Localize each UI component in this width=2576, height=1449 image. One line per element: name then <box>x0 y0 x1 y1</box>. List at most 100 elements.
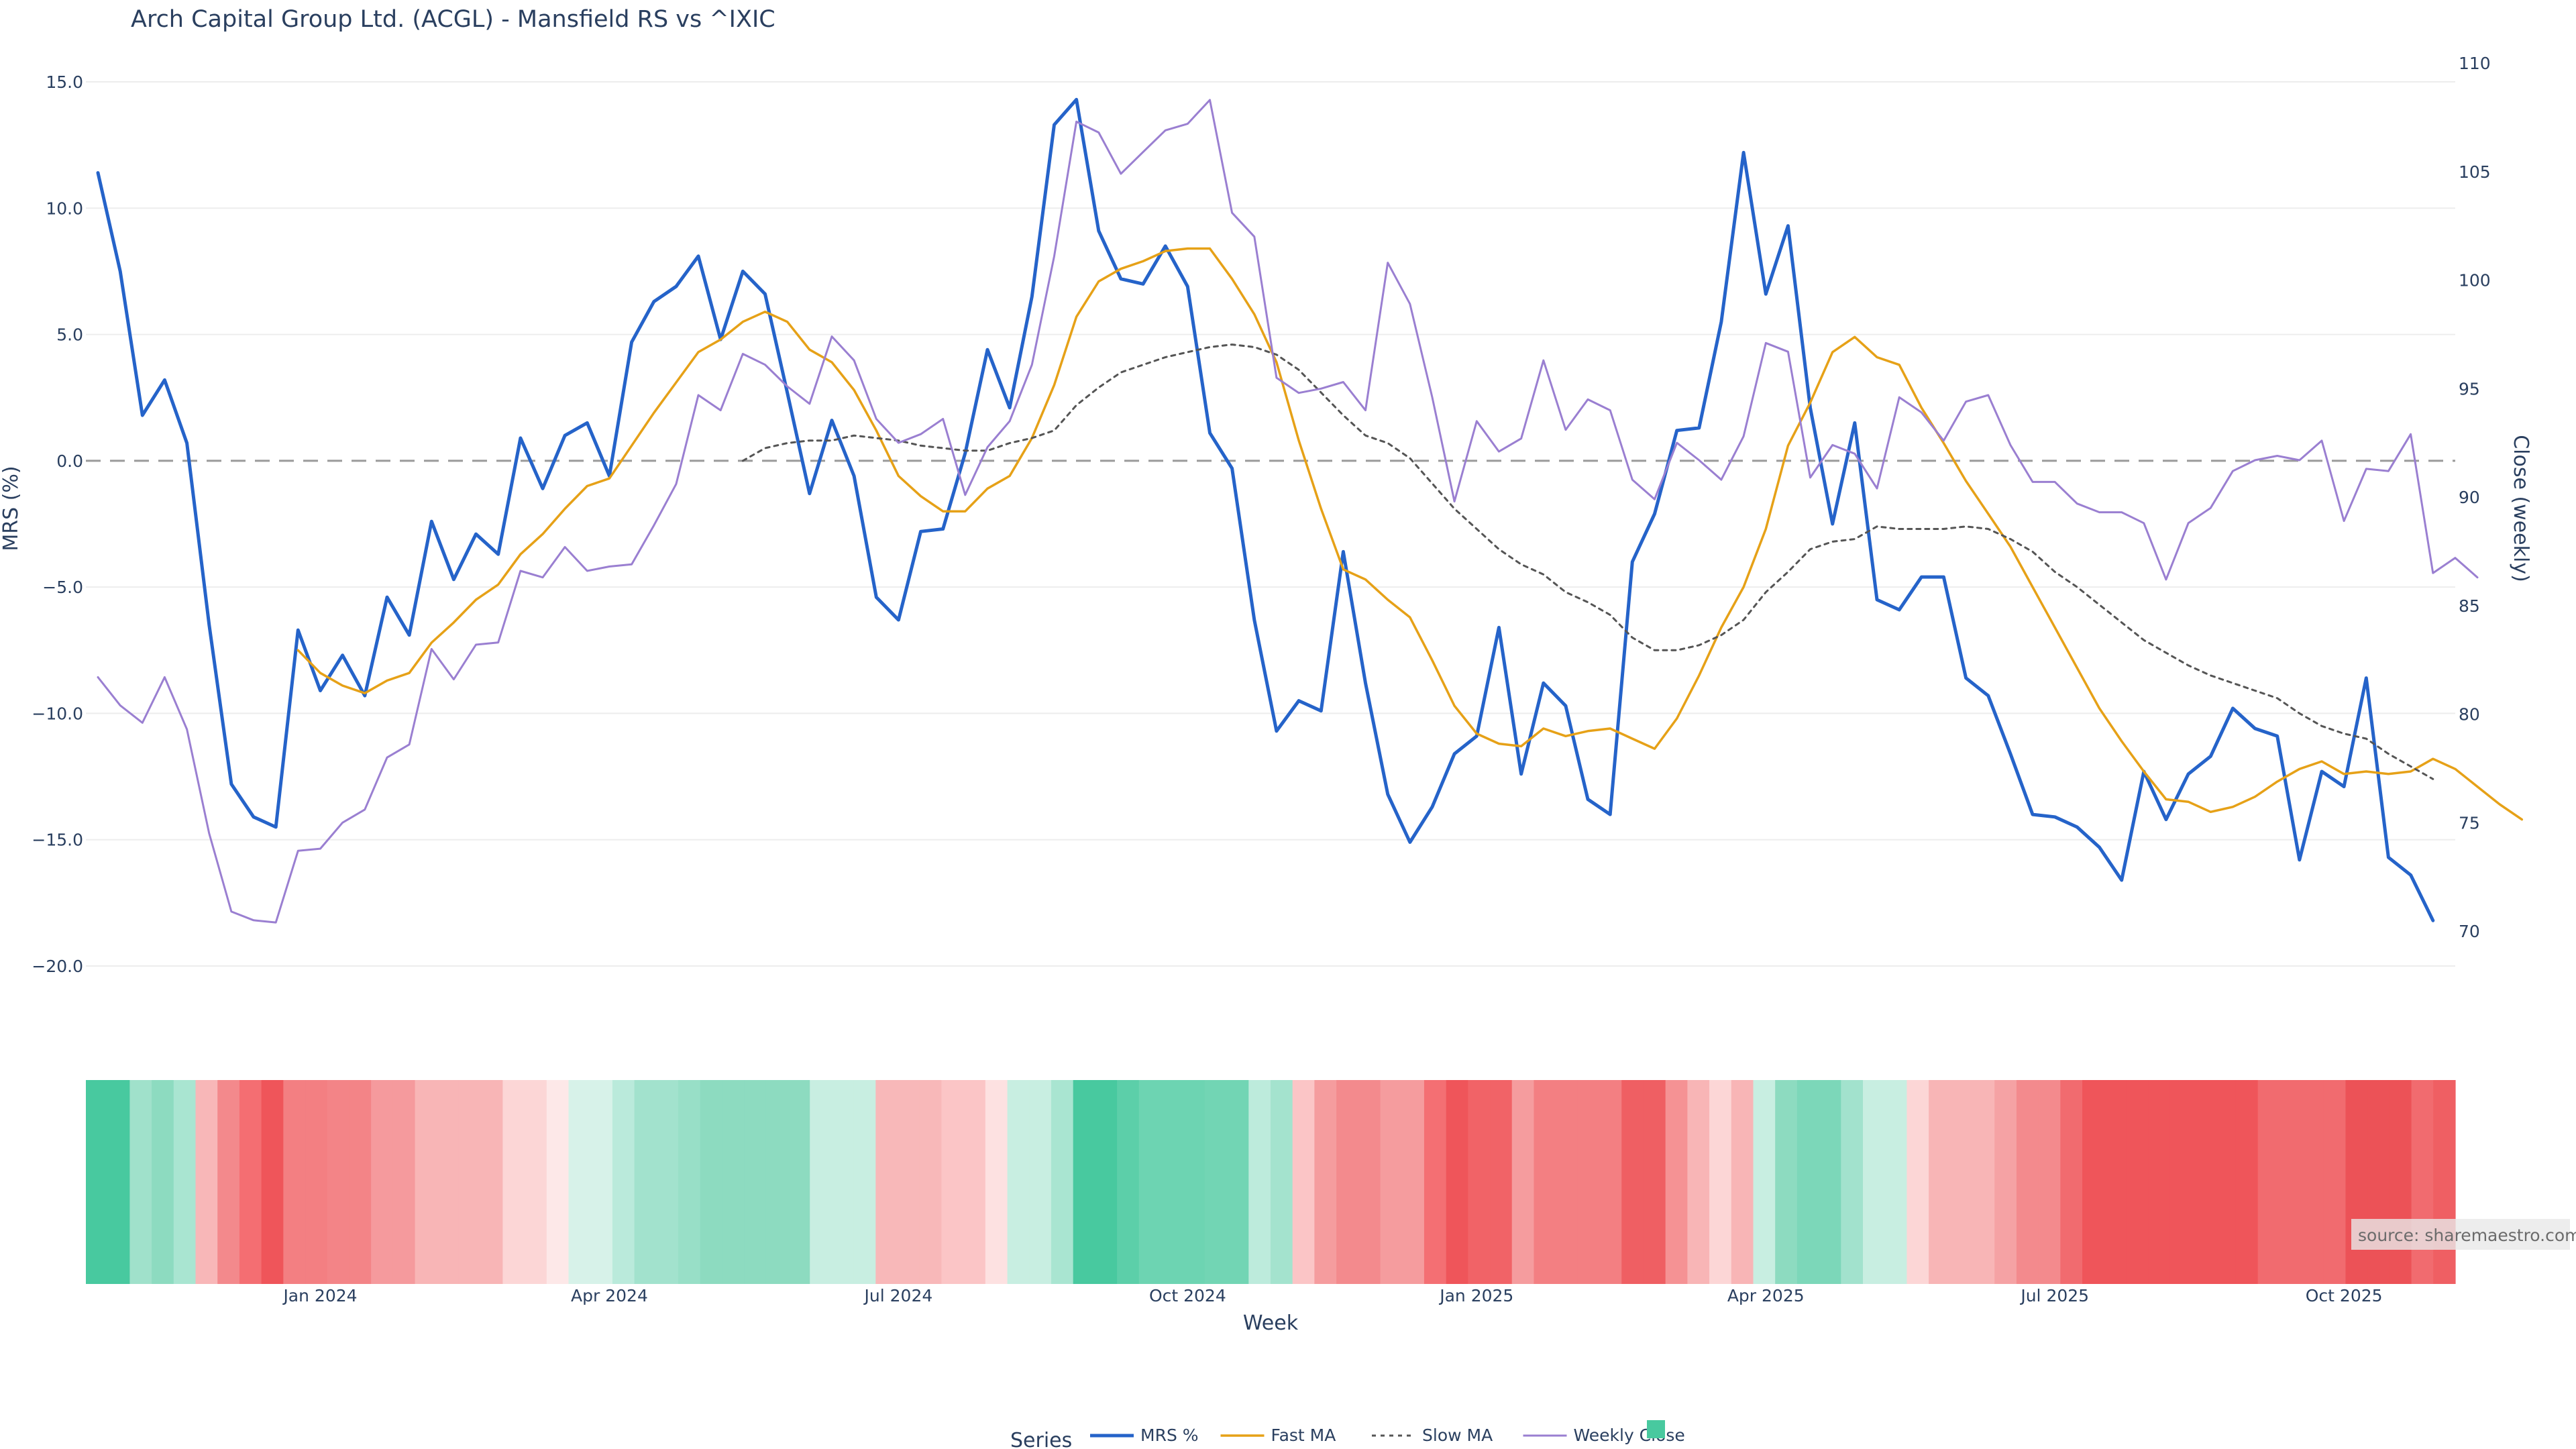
heatmap-cell <box>1292 1080 1315 1284</box>
right-y-axis-title: Close (weekly) <box>2509 435 2532 582</box>
heatmap-cell <box>1929 1080 1951 1284</box>
heatmap-cell <box>2169 1080 2193 1284</box>
heatmap-cell <box>1095 1080 1118 1284</box>
right-tick-label: 75 <box>2459 813 2480 833</box>
heatmap-cell <box>525 1080 547 1284</box>
heatmap-cell <box>656 1080 679 1284</box>
heatmap-cell <box>2016 1080 2039 1284</box>
heatmap-cell <box>590 1080 613 1284</box>
heatmap-cell <box>2192 1080 2214 1284</box>
heatmap-cell <box>2257 1080 2280 1284</box>
heatmap-cell <box>349 1080 372 1284</box>
heatmap-cell <box>1884 1080 1907 1284</box>
heatmap-cell <box>810 1080 833 1284</box>
series-lines <box>96 97 2524 924</box>
series-line-slow-ma <box>741 343 2434 780</box>
heatmap-cell <box>722 1080 745 1284</box>
heatmap-cell <box>1994 1080 2017 1284</box>
heatmap-cell <box>1051 1080 1074 1284</box>
heatmap-cell <box>1007 1080 1030 1284</box>
heatmap-cell <box>1577 1080 1601 1284</box>
right-tick-label: 110 <box>2459 54 2491 73</box>
left-tick-label: 10.0 <box>46 199 83 218</box>
heatmap-cell <box>1161 1080 1183 1284</box>
x-tick-label: Oct 2024 <box>1149 1286 1226 1305</box>
right-tick-label: 100 <box>2459 271 2491 290</box>
heatmap-cell <box>152 1080 174 1284</box>
heatmap-cell <box>415 1080 437 1284</box>
right-tick-label: 80 <box>2459 705 2480 724</box>
left-y-axis: 15.0 10.0 5.0 0.0 −5.0 −10.0 −15.0 −20.0 <box>32 72 83 976</box>
heatmap-cell <box>1183 1080 1205 1284</box>
source-note-background <box>2351 1219 2570 1250</box>
heatmap-cell <box>1226 1080 1249 1284</box>
series-line-mrs <box>96 97 2435 922</box>
heatmap-cell <box>217 1080 240 1284</box>
heatmap-cell <box>1775 1080 1798 1284</box>
heatmap-cell <box>1358 1080 1381 1284</box>
heatmap-cell <box>107 1080 130 1284</box>
legend: Series MRS % Fast MA Slow MA Weekly Close <box>1010 1420 1685 1449</box>
heatmap-cell <box>1907 1080 1929 1284</box>
heatmap-cell <box>1665 1080 1688 1284</box>
heatmap-cell <box>1336 1080 1359 1284</box>
heatmap-cell <box>1511 1080 1535 1284</box>
x-tick-label: Jul 2025 <box>2019 1286 2089 1305</box>
heatmap-cell <box>2345 1080 2368 1284</box>
heatmap-cell <box>1073 1080 1095 1284</box>
heatmap-cell <box>195 1080 218 1284</box>
x-axis: Jan 2024 Apr 2024 Jul 2024 Oct 2024 Jan 2025… <box>282 1286 2382 1305</box>
heatmap-cell <box>327 1080 350 1284</box>
heatmap-cell <box>1687 1080 1710 1284</box>
heatmap-cell <box>1380 1080 1403 1284</box>
heatmap-cell <box>898 1080 920 1284</box>
heatmap-cell <box>1271 1080 1293 1284</box>
heatmap-cell <box>941 1080 964 1284</box>
heatmap-cell <box>458 1080 482 1284</box>
left-tick-label: −15.0 <box>32 830 83 850</box>
heatmap-cell <box>1117 1080 1140 1284</box>
legend-label-fast-ma: Fast MA <box>1271 1426 1336 1445</box>
heatmap-cell <box>1138 1080 1162 1284</box>
heatmap-cell <box>1621 1080 1644 1284</box>
heatmap-cell <box>2082 1080 2105 1284</box>
right-tick-label: 95 <box>2459 379 2480 398</box>
heatmap-cell <box>502 1080 525 1284</box>
heatmap-cell <box>2038 1080 2061 1284</box>
heatmap-cell <box>2235 1080 2259 1284</box>
heatmap-cell <box>129 1080 152 1284</box>
heatmap-cell <box>568 1080 591 1284</box>
heatmap-cell <box>831 1080 855 1284</box>
heatmap-cell <box>1599 1080 1622 1284</box>
heatmap-cell <box>392 1080 416 1284</box>
left-tick-label: 5.0 <box>56 325 83 345</box>
heatmap-cell <box>480 1080 503 1284</box>
x-tick-label: Apr 2025 <box>1727 1286 1805 1305</box>
heatmap-cell <box>700 1080 722 1284</box>
series-line-fast-ma <box>297 247 2524 821</box>
heatmap-cell <box>305 1080 328 1284</box>
right-tick-label: 85 <box>2459 596 2480 616</box>
heatmap-cell <box>1446 1080 1468 1284</box>
heatmap-cell <box>1863 1080 1886 1284</box>
strength-heatmap <box>86 1080 2456 1284</box>
heatmap-cell <box>2302 1080 2324 1284</box>
heatmap-cell <box>173 1080 197 1284</box>
heatmap-cell <box>1753 1080 1776 1284</box>
legend-label-slow-ma: Slow MA <box>1422 1426 1493 1445</box>
heatmap-cell <box>678 1080 701 1284</box>
heatmap-cell <box>985 1080 1008 1284</box>
heatmap-cell <box>963 1080 986 1284</box>
heatmap-cell <box>1490 1080 1513 1284</box>
gridlines <box>86 81 2455 967</box>
heatmap-cell <box>919 1080 943 1284</box>
heatmap-cell <box>2060 1080 2083 1284</box>
heatmap-cell <box>1204 1080 1228 1284</box>
heatmap-cell <box>283 1080 306 1284</box>
heatmap-cell <box>1534 1080 1556 1284</box>
heatmap-cell <box>2148 1080 2171 1284</box>
heatmap-cell <box>853 1080 876 1284</box>
heatmap-cell <box>1950 1080 1974 1284</box>
left-tick-label: −5.0 <box>42 578 83 597</box>
heatmap-cell <box>2433 1080 2456 1284</box>
